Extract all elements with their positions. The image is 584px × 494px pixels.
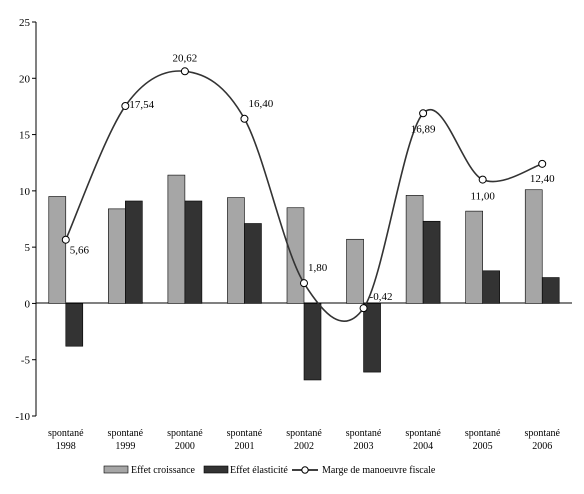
bar-effet-elasticite — [244, 223, 262, 304]
line-point-marker — [240, 114, 249, 123]
y-tick-label: 0 — [25, 298, 31, 310]
x-category-label: spontané — [286, 428, 322, 439]
legend: Effet croissance Effet élasticité Marge de… — [103, 465, 436, 476]
y-tick-label: 25 — [19, 17, 31, 29]
bar-effet-croissance — [108, 208, 126, 304]
data-label: 16,40 — [248, 98, 273, 110]
bar-effet-croissance — [405, 195, 424, 304]
y-tick-label: 10 — [19, 186, 31, 198]
legend-label-effet-elasticite: Effet élasticité — [230, 465, 288, 476]
bar-effet-elasticite — [541, 277, 560, 304]
x-category-label: spontané — [227, 428, 263, 439]
y-tick-label: 20 — [19, 73, 31, 85]
bar-effet-croissance — [48, 196, 67, 304]
bar-effet-elasticite — [65, 303, 84, 347]
x-category-label: spontané — [108, 428, 144, 439]
data-label: 1,80 — [308, 262, 328, 274]
x-category-year: 2000 — [175, 441, 195, 452]
x-category-year: 2001 — [234, 441, 254, 452]
line-series-group: 5,66 17,54 20,62 16,40 1,80 -0,42 16,89 11,00 12… — [61, 52, 555, 322]
y-tick-label: 15 — [19, 130, 31, 142]
line-point-marker — [300, 279, 308, 288]
x-category-year: 2006 — [532, 441, 552, 452]
x-category-label: spontané — [524, 428, 560, 439]
data-label: 17,54 — [129, 99, 154, 111]
bar-effet-elasticite — [482, 270, 500, 304]
y-tick-label: -10 — [15, 411, 30, 423]
bar-effet-elasticite — [303, 303, 322, 381]
legend-marker-marge — [301, 466, 309, 474]
bar-effet-elasticite — [184, 200, 203, 304]
legend-label-marge: Marge de manoeuvre fiscale — [322, 465, 436, 476]
legend-swatch-effet-elasticite — [203, 465, 229, 474]
bar-effet-croissance — [524, 189, 543, 304]
line-point-marker — [61, 235, 70, 244]
x-category-year: 2005 — [473, 441, 493, 452]
x-category-label: spontané — [405, 428, 441, 439]
x-category-year: 2004 — [413, 441, 433, 452]
line-point-marker — [538, 159, 547, 168]
bar-effet-elasticite — [363, 303, 381, 373]
x-category-label: spontané — [346, 428, 382, 439]
bar-effet-croissance — [286, 207, 305, 304]
bars-group — [48, 174, 560, 381]
bar-effet-elasticite — [125, 200, 143, 304]
y-tick-label: 5 — [25, 242, 31, 254]
data-label: 5,66 — [70, 245, 90, 257]
line-point-marker — [419, 109, 428, 118]
data-label: 11,00 — [470, 191, 495, 203]
y-axis-ticks: -10 -5 0 5 10 15 20 25 — [15, 17, 36, 423]
x-category-year: 2002 — [294, 441, 314, 452]
legend-swatch-effet-croissance — [103, 465, 129, 474]
x-category-label: spontané — [48, 428, 84, 439]
x-category-year: 2003 — [354, 441, 374, 452]
bar-effet-croissance — [465, 210, 483, 304]
bar-effet-croissance — [167, 174, 186, 304]
line-point-marker — [121, 101, 130, 110]
y-tick-label: -5 — [21, 355, 31, 367]
line-point-marker — [180, 67, 189, 76]
x-category-year: 1998 — [56, 441, 76, 452]
legend-label-effet-croissance: Effet croissance — [131, 465, 196, 476]
x-category-year: 1999 — [115, 441, 135, 452]
data-label: 20,62 — [173, 52, 198, 64]
bar-effet-elasticite — [422, 220, 441, 304]
data-label: 16,89 — [411, 123, 436, 135]
bar-effet-croissance — [346, 238, 364, 304]
data-label: 12,40 — [530, 173, 555, 185]
bar-effet-croissance — [227, 197, 245, 304]
data-label: -0,42 — [370, 291, 393, 303]
line-point-marker — [478, 175, 487, 184]
x-category-label: spontané — [167, 428, 203, 439]
x-category-label: spontané — [465, 428, 501, 439]
line-point-marker — [359, 304, 368, 313]
x-axis-labels: spontané 1998 spontané 1999 spontané 2000 spon… — [48, 428, 561, 452]
